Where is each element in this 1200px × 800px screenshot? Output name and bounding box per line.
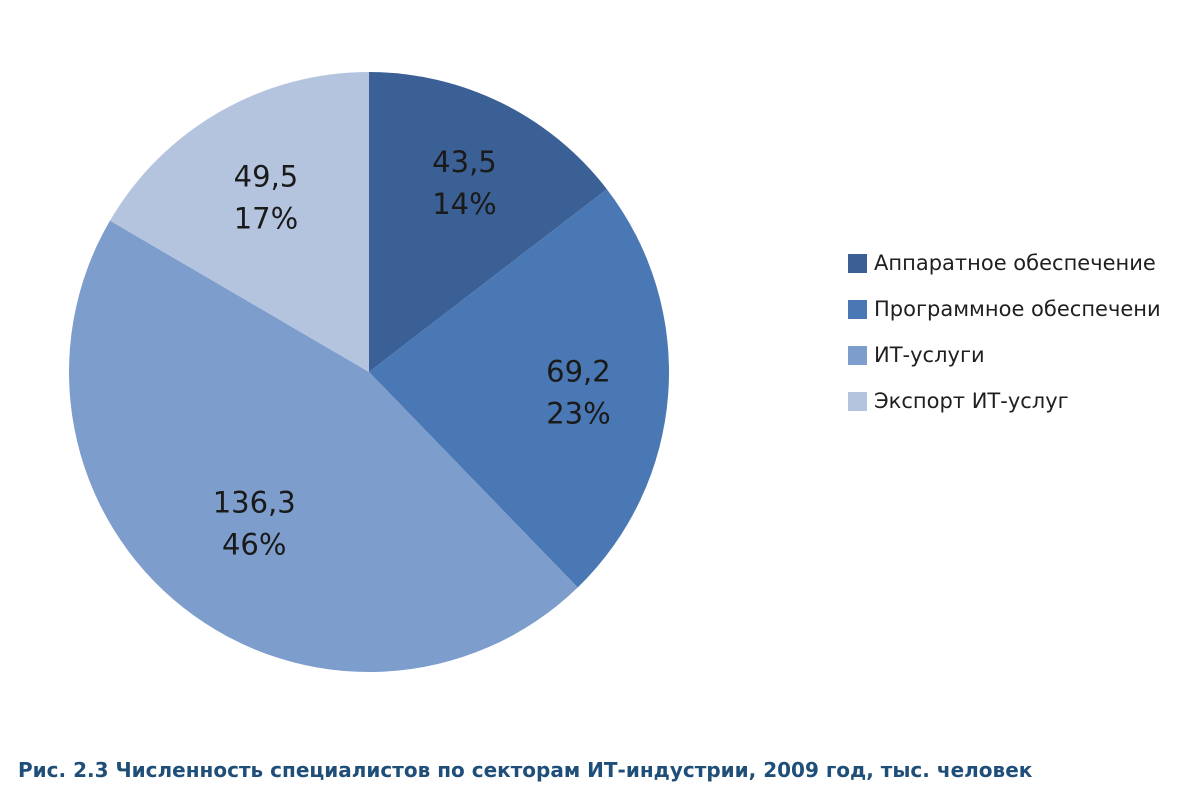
legend-swatch-it-export xyxy=(848,391,867,411)
slice-value-label-it-export: 49,5 xyxy=(234,159,299,193)
chart-legend: Аппаратное обеспечение Программное обесп… xyxy=(848,240,1200,424)
legend-item-hardware: Аппаратное обеспечение xyxy=(848,240,1200,286)
pie-slice-it-export xyxy=(109,72,369,372)
slice-percent-label-software: 23% xyxy=(546,396,610,430)
pie-chart: 43,5 14% 69,2 23% 136,3 46% 49,5 17% xyxy=(69,72,669,673)
legend-swatch-it-services xyxy=(848,345,867,365)
pie-slice-software xyxy=(369,189,669,588)
legend-swatch-software xyxy=(848,299,867,319)
slice-percent-label-it-services: 46% xyxy=(222,527,286,561)
pie-slice-hardware xyxy=(369,72,607,372)
slice-percent-label-it-export: 17% xyxy=(234,201,298,235)
slice-percent-label-hardware: 14% xyxy=(432,187,496,221)
figure-caption: Рис. 2.3 Численность специалистов по сек… xyxy=(18,758,1033,782)
legend-label-it-export: Экспорт ИТ-услуг xyxy=(874,389,1069,413)
legend-label-it-services: ИТ-услуги xyxy=(874,343,985,367)
slice-value-label-it-services: 136,3 xyxy=(213,485,296,519)
legend-item-it-services: ИТ-услуги xyxy=(848,332,1200,378)
legend-swatch-hardware xyxy=(848,253,867,273)
legend-label-hardware: Аппаратное обеспечение xyxy=(874,251,1156,275)
legend-item-software: Программное обеспечени xyxy=(848,286,1200,332)
slice-value-label-hardware: 43,5 xyxy=(432,145,497,179)
slice-value-label-software: 69,2 xyxy=(546,354,611,388)
legend-item-it-export: Экспорт ИТ-услуг xyxy=(848,378,1200,424)
legend-label-software: Программное обеспечени xyxy=(874,297,1161,321)
pie-slice-it-services xyxy=(69,220,578,673)
